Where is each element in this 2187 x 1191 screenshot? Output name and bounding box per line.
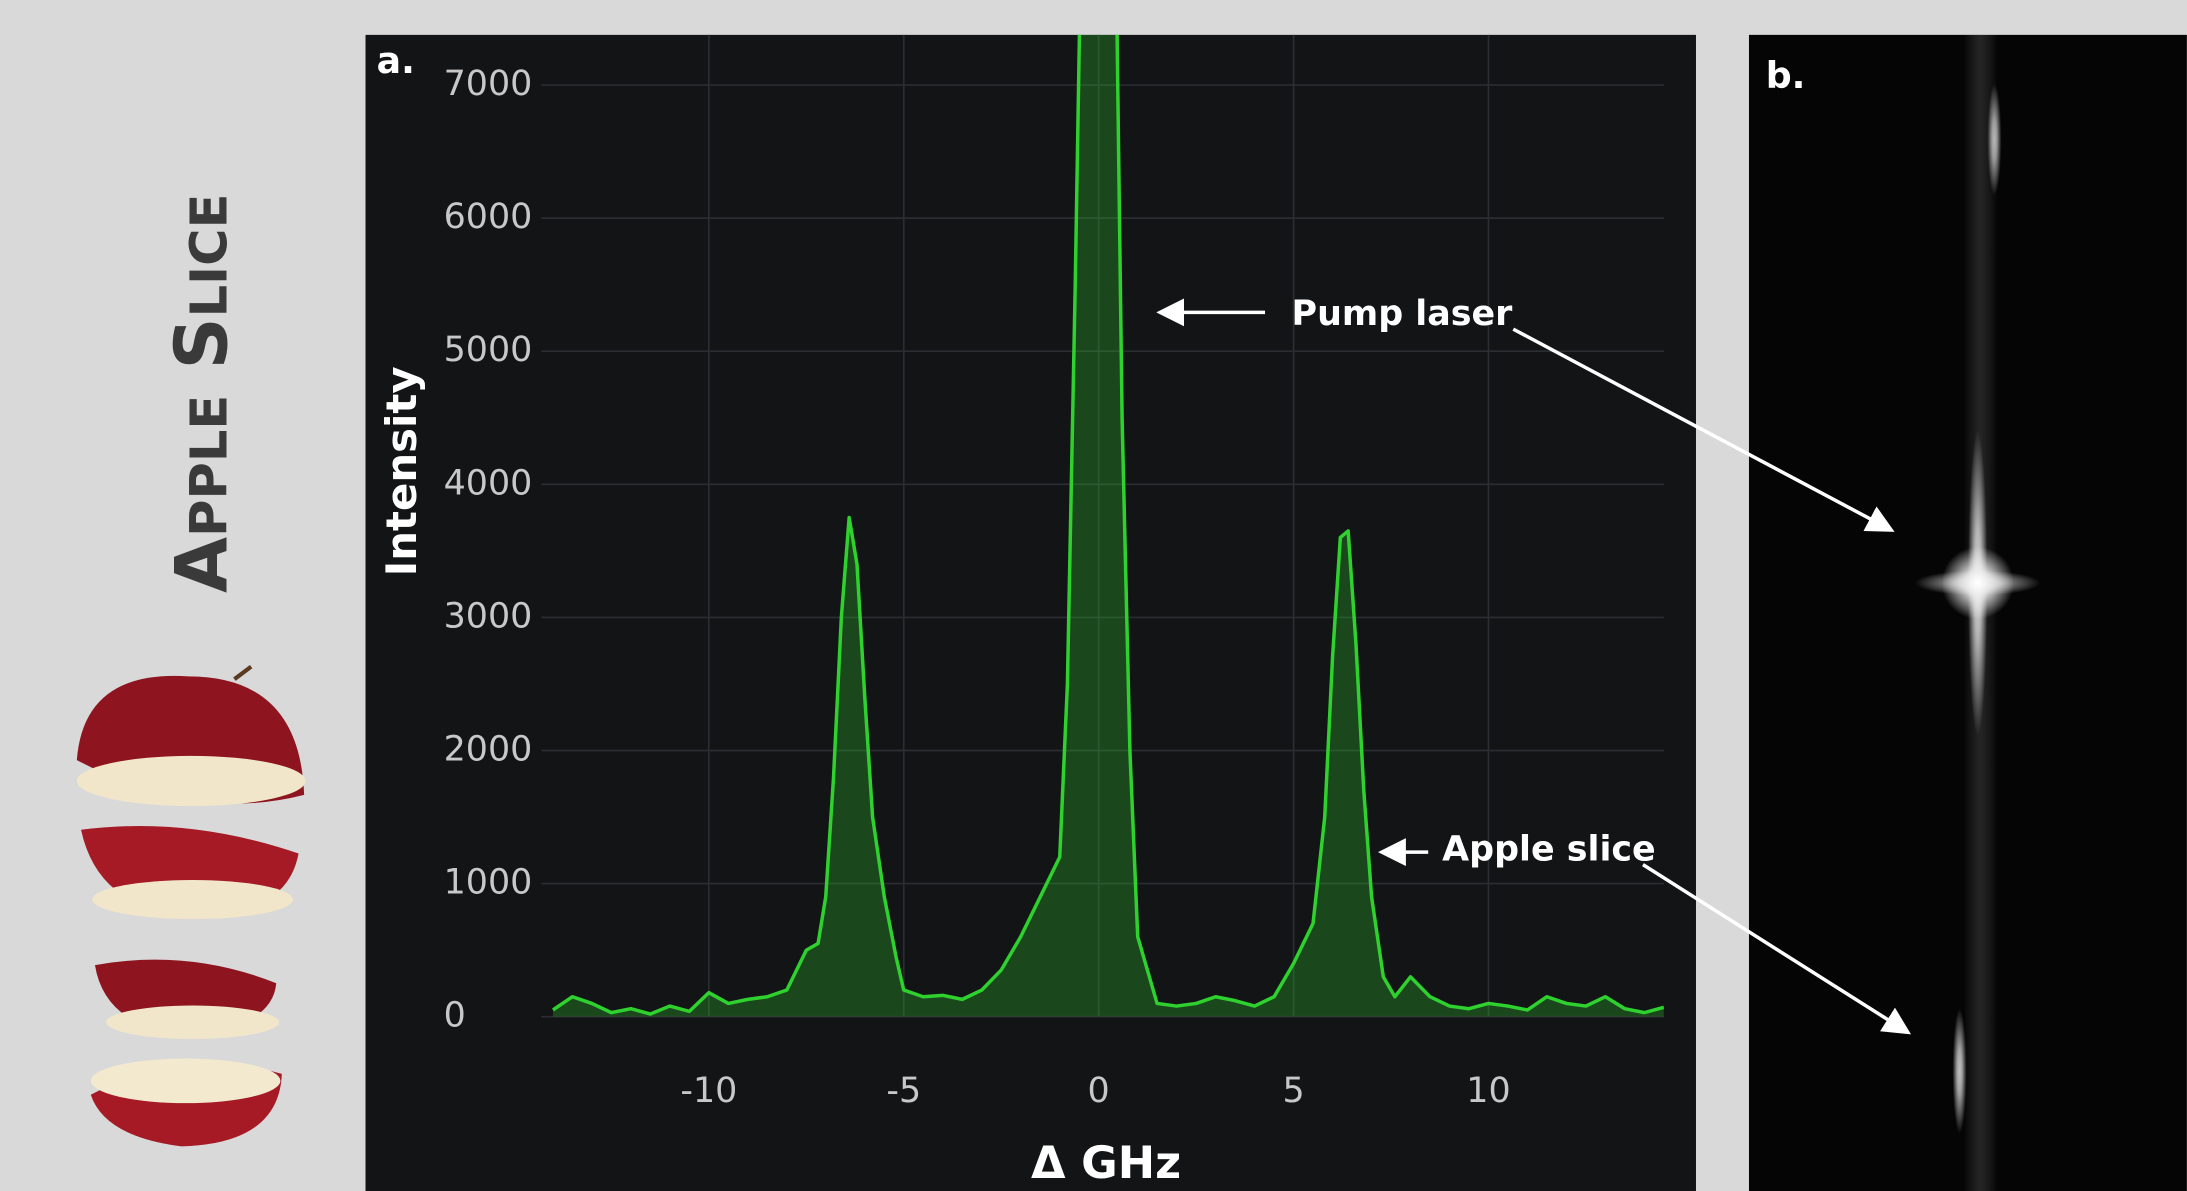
y-tick-label: 6000 — [444, 197, 533, 237]
y-tick-label: 3000 — [444, 596, 533, 636]
y-axis-label: Intensity — [377, 366, 426, 576]
apple-illustration — [77, 667, 306, 1147]
x-tick-label: 10 — [1466, 1071, 1510, 1111]
page: {"sidebar": {"title": "Apple Slice"}, "c… — [0, 0, 2187, 1191]
x-tick-label: 0 — [1088, 1071, 1110, 1111]
y-tick-label: 5000 — [444, 330, 533, 370]
annotation: Pump laser — [1292, 294, 1514, 334]
sidebar-title: Apple Slice — [161, 194, 245, 593]
y-tick-label: 7000 — [444, 64, 533, 104]
annotation: Apple slice — [1442, 830, 1656, 870]
y-tick-label: 1000 — [444, 863, 533, 903]
chart-panel — [366, 35, 1696, 1191]
figure: Apple Slice 0 1000 2000 3000 4000 5000 6000 700… — [0, 0, 2187, 1191]
x-tick-label: 5 — [1282, 1071, 1304, 1111]
x-tick-label: -10 — [680, 1071, 737, 1111]
panel-label: b. — [1766, 54, 1806, 97]
panel-label: a. — [377, 39, 415, 82]
y-tick-label: 0 — [444, 996, 466, 1036]
x-tick-label: -5 — [886, 1071, 921, 1111]
y-tick-label: 2000 — [444, 729, 533, 769]
x-axis-label: Δ GHz — [1031, 1137, 1181, 1189]
y-tick-label: 4000 — [444, 463, 533, 503]
